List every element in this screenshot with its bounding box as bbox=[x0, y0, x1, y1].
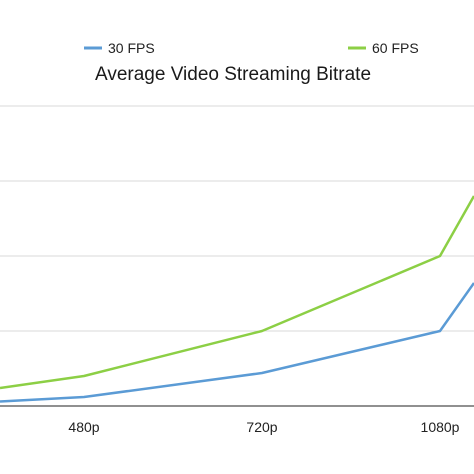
x-tick-label-480p: 480p bbox=[68, 419, 99, 435]
x-tick-labels: 480p 720p 1080p bbox=[68, 419, 459, 435]
legend-label-60fps: 60 FPS bbox=[372, 40, 419, 56]
x-tick-label-720p: 720p bbox=[246, 419, 277, 435]
series-line-30fps bbox=[0, 282, 474, 403]
series-lines bbox=[0, 195, 474, 403]
chart-title: Average Video Streaming Bitrate bbox=[95, 64, 371, 85]
legend: 30 FPS 60 FPS bbox=[84, 40, 419, 56]
x-tick-label-1080p: 1080p bbox=[421, 419, 460, 435]
legend-label-30fps: 30 FPS bbox=[108, 40, 155, 56]
gridlines bbox=[0, 105, 474, 332]
series-line-60fps bbox=[0, 195, 474, 390]
